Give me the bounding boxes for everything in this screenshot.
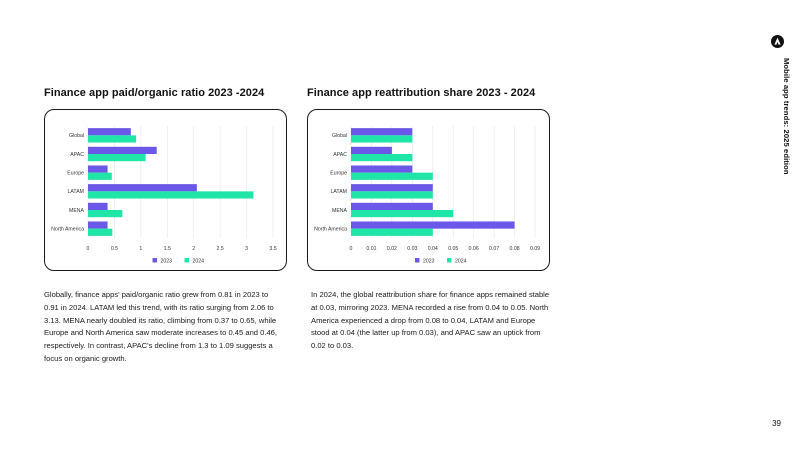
x-tick-label: 0.02 (387, 246, 397, 252)
bar-2023 (351, 202, 433, 210)
x-tick-label: 1 (139, 246, 142, 252)
x-tick-label: 3.5 (269, 246, 276, 252)
bar-2024 (88, 191, 254, 199)
category-label: Europe (330, 170, 347, 176)
page-number: 39 (772, 419, 781, 428)
appsflyer-logo-icon (771, 35, 784, 48)
bar-2024 (88, 135, 137, 143)
chart-title-reattribution: Finance app reattribution share 2023 - 2… (307, 87, 536, 99)
bar-2023 (88, 128, 131, 136)
bar-2023 (351, 221, 515, 229)
category-label: MENA (332, 208, 348, 214)
legend-swatch (415, 258, 420, 263)
bar-2024 (88, 172, 112, 180)
category-label: Europe (67, 170, 84, 176)
x-tick-label: 2 (192, 246, 195, 252)
legend-label: 2023 (423, 258, 435, 264)
x-tick-label: 0.04 (428, 246, 438, 252)
x-tick-label: 0 (350, 246, 353, 252)
bar-2024 (88, 154, 146, 162)
category-label: North America (51, 226, 84, 232)
bar-2024 (351, 135, 413, 143)
category-label: LATAM (330, 189, 347, 195)
x-tick-label: 0.09 (530, 246, 540, 252)
legend-label: 2024 (455, 258, 467, 264)
x-tick-label: 0.01 (366, 246, 376, 252)
category-label: LATAM (67, 189, 84, 195)
bar-2023 (351, 146, 392, 154)
legend-swatch (152, 258, 157, 263)
bar-2024 (351, 172, 433, 180)
legend-label: 2023 (161, 258, 173, 264)
bar-2024 (351, 228, 433, 236)
x-tick-label: 0.5 (111, 246, 118, 252)
bar-2023 (351, 184, 433, 192)
chart-reattribution-svg: 0 0.01 0.02 0.03 0.04 0.05 0.06 0.07 0.08 0.09 Glo… (314, 126, 540, 264)
paid-organic-description: Globally, finance apps' paid/organic rat… (44, 290, 278, 363)
chart-title-paid-organic: Finance app paid/organic ratio 2023 -202… (44, 87, 265, 99)
bar-2023 (351, 165, 413, 173)
bar-2024 (351, 191, 433, 199)
category-label: APAC (333, 152, 347, 158)
category-label: APAC (70, 152, 84, 158)
bar-2023 (88, 165, 108, 173)
category-label: North America (314, 226, 347, 232)
x-tick-label: 0.07 (489, 246, 499, 252)
chart-paid-organic-svg: 0 0.5 1 1.5 2 2.5 3 3.5 Global APAC Europe LATAM MEN… (51, 126, 277, 264)
bar-2023 (88, 221, 108, 229)
legend-label: 2024 (193, 258, 205, 264)
category-label: Global (332, 133, 347, 139)
bar-2024 (88, 228, 113, 236)
bar-2023 (351, 128, 413, 136)
bar-2023 (88, 202, 108, 210)
bar-2024 (351, 210, 454, 218)
bar-2023 (88, 184, 197, 192)
bar-2024 (88, 210, 123, 218)
x-tick-label: 2.5 (217, 246, 224, 252)
category-label: Global (69, 133, 84, 139)
x-tick-label: 0.06 (469, 246, 479, 252)
x-tick-label: 0.05 (448, 246, 458, 252)
x-tick-label: 1.5 (164, 246, 171, 252)
x-tick-label: 0.03 (407, 246, 417, 252)
category-label: MENA (69, 208, 85, 214)
reattribution-description: In 2024, the global reattribution share … (311, 290, 550, 351)
legend-swatch (447, 258, 452, 263)
report-title: Mobile app trends: 2025 edition (782, 58, 791, 175)
chart-reattribution-share: 0 0.01 0.02 0.03 0.04 0.05 0.06 0.07 0.08 0.09 Glo… (307, 109, 550, 271)
chart-paid-organic-ratio: 0 0.5 1 1.5 2 2.5 3 3.5 Global APAC Europe LATAM MEN… (44, 109, 287, 271)
bar-2024 (351, 154, 413, 162)
legend-swatch (184, 258, 189, 263)
x-tick-label: 0 (87, 246, 90, 252)
x-tick-label: 0.08 (510, 246, 520, 252)
x-tick-label: 3 (245, 246, 248, 252)
bar-2023 (88, 146, 157, 154)
